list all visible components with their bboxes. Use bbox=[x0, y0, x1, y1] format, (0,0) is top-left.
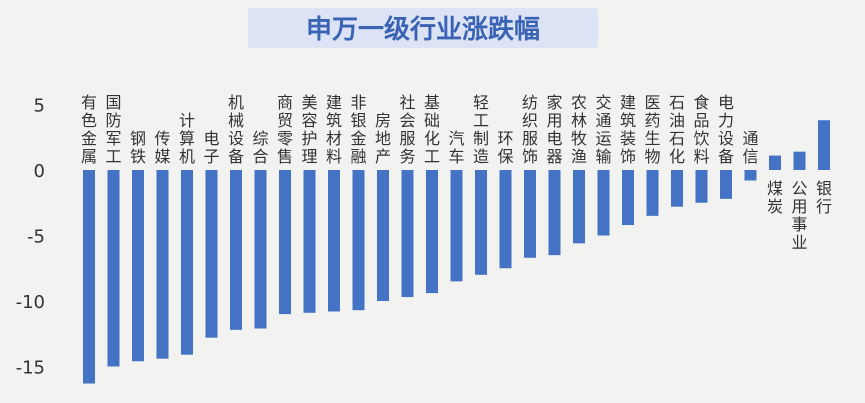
bar-e7babae7bb87e69c8de9a5b0 bbox=[524, 170, 536, 258]
category-label: 计算机 bbox=[179, 111, 195, 166]
bar-e993b6e8a18c bbox=[818, 120, 830, 170]
y-tick-label: 5 bbox=[34, 96, 45, 117]
category-label: 钢铁 bbox=[130, 129, 146, 166]
bar-e7be8ee5aeb9e68aa4e79086 bbox=[303, 170, 316, 313]
category-label: 轻工制造 bbox=[473, 93, 489, 166]
category-label: 汽车 bbox=[448, 129, 464, 166]
bar-e58cbbe88dafe7949fe789a9 bbox=[646, 170, 659, 216]
category-label: 环保 bbox=[497, 129, 513, 166]
category-labels: 有色金属国防军工钢铁传媒计算机电子机械设备综合商贸零售美容护理建筑材料非银金融房… bbox=[81, 93, 832, 252]
bar-e69cbae6a2b0e8aebee5a487 bbox=[230, 170, 242, 330]
bar-e688bfe59cb0e4baa7 bbox=[377, 170, 389, 301]
bar-e7a4bee4bc9ae69c8de58aa1 bbox=[401, 170, 414, 298]
category-label: 石油石化 bbox=[669, 93, 685, 166]
bar-e59fbae7a180e58c96e5b7a5 bbox=[426, 170, 438, 294]
category-label: 建筑材料 bbox=[326, 93, 342, 166]
bar-e59586e8b4b8e99bb6e594ae bbox=[279, 170, 291, 315]
bar-e59bbde998b2e5869be5b7a5 bbox=[107, 170, 120, 367]
y-axis: 5 0 -5 -10 -15 bbox=[16, 96, 45, 379]
y-tick-label: -5 bbox=[27, 227, 45, 248]
category-label: 国防军工 bbox=[105, 93, 121, 166]
category-label: 医药生物 bbox=[644, 93, 660, 166]
bar-e9a39fe59381e9a5aee69699 bbox=[695, 170, 708, 203]
category-label: 有色金属 bbox=[81, 93, 97, 166]
bar-e69c89e889b2e98791e5b19e bbox=[83, 170, 95, 384]
category-label: 非银金融 bbox=[350, 93, 366, 166]
category-label: 综合 bbox=[252, 129, 268, 166]
category-label: 电子 bbox=[203, 129, 219, 166]
category-label: 农林牧渔 bbox=[571, 93, 587, 166]
category-label: 交通运输 bbox=[595, 93, 611, 166]
bars bbox=[83, 120, 830, 384]
title-background bbox=[248, 8, 598, 48]
category-label: 食品饮料 bbox=[693, 93, 709, 166]
category-label: 社会服务 bbox=[399, 93, 415, 166]
category-label: 煤炭 bbox=[767, 179, 783, 216]
bar-e794b5e5ad90 bbox=[205, 170, 218, 338]
category-label: 房地产 bbox=[375, 111, 391, 166]
category-label: 电力设备 bbox=[718, 93, 734, 166]
category-label: 基础化工 bbox=[424, 93, 440, 166]
category-label: 公用事业 bbox=[791, 179, 807, 252]
bar-e8aea1e7ae97e69cba bbox=[181, 170, 193, 355]
bar-e5869ce69e97e789a7e6b894 bbox=[573, 170, 585, 244]
category-label: 机械设备 bbox=[228, 93, 244, 166]
bar-e5bbbae7ad91e69d90e69699 bbox=[328, 170, 340, 312]
bar-e585ace794a8e4ba8be4b89a bbox=[793, 151, 806, 170]
y-tick-label: -15 bbox=[16, 358, 45, 379]
category-label: 美容护理 bbox=[301, 93, 317, 166]
chart-title: 申万一级行业涨跌幅 bbox=[306, 14, 540, 45]
bar-e79fb3e6b2b9e79fb3e58c96 bbox=[671, 170, 683, 207]
bar-e8bdbbe5b7a5e588b6e980a0 bbox=[475, 170, 487, 275]
bar-e9809ae4bfa1 bbox=[744, 170, 757, 181]
bar-e4baa4e9809ae8bf90e8be93 bbox=[597, 170, 610, 236]
bar-e785a4e782ad bbox=[769, 155, 781, 170]
bar-e5bbbae7ad91e8a385e9a5b0 bbox=[622, 170, 634, 226]
bar-e794b5e58a9be8aebee5a487 bbox=[720, 170, 732, 199]
category-label: 商贸零售 bbox=[277, 93, 293, 166]
bar-e99d9ee993b6e98791e89e8d bbox=[352, 170, 365, 311]
y-tick-label: -10 bbox=[16, 292, 45, 313]
category-label: 家用电器 bbox=[546, 93, 562, 166]
bar-e78eafe4bf9d bbox=[499, 170, 512, 269]
category-label: 纺织服饰 bbox=[522, 93, 538, 166]
bar-e5aeb6e794a8e794b5e599a8 bbox=[548, 170, 561, 256]
category-label: 建筑装饰 bbox=[620, 93, 636, 166]
bar-e4bca0e5aa92 bbox=[156, 170, 169, 359]
bar-e7bbbce59088 bbox=[254, 170, 267, 329]
y-tick-label: 0 bbox=[34, 161, 45, 182]
category-label: 传媒 bbox=[154, 129, 170, 166]
category-label: 通信 bbox=[742, 129, 758, 166]
bar-e992a2e99381 bbox=[132, 170, 144, 362]
bar-e6b1bde8bda6 bbox=[450, 170, 463, 282]
category-label: 银行 bbox=[816, 179, 832, 216]
